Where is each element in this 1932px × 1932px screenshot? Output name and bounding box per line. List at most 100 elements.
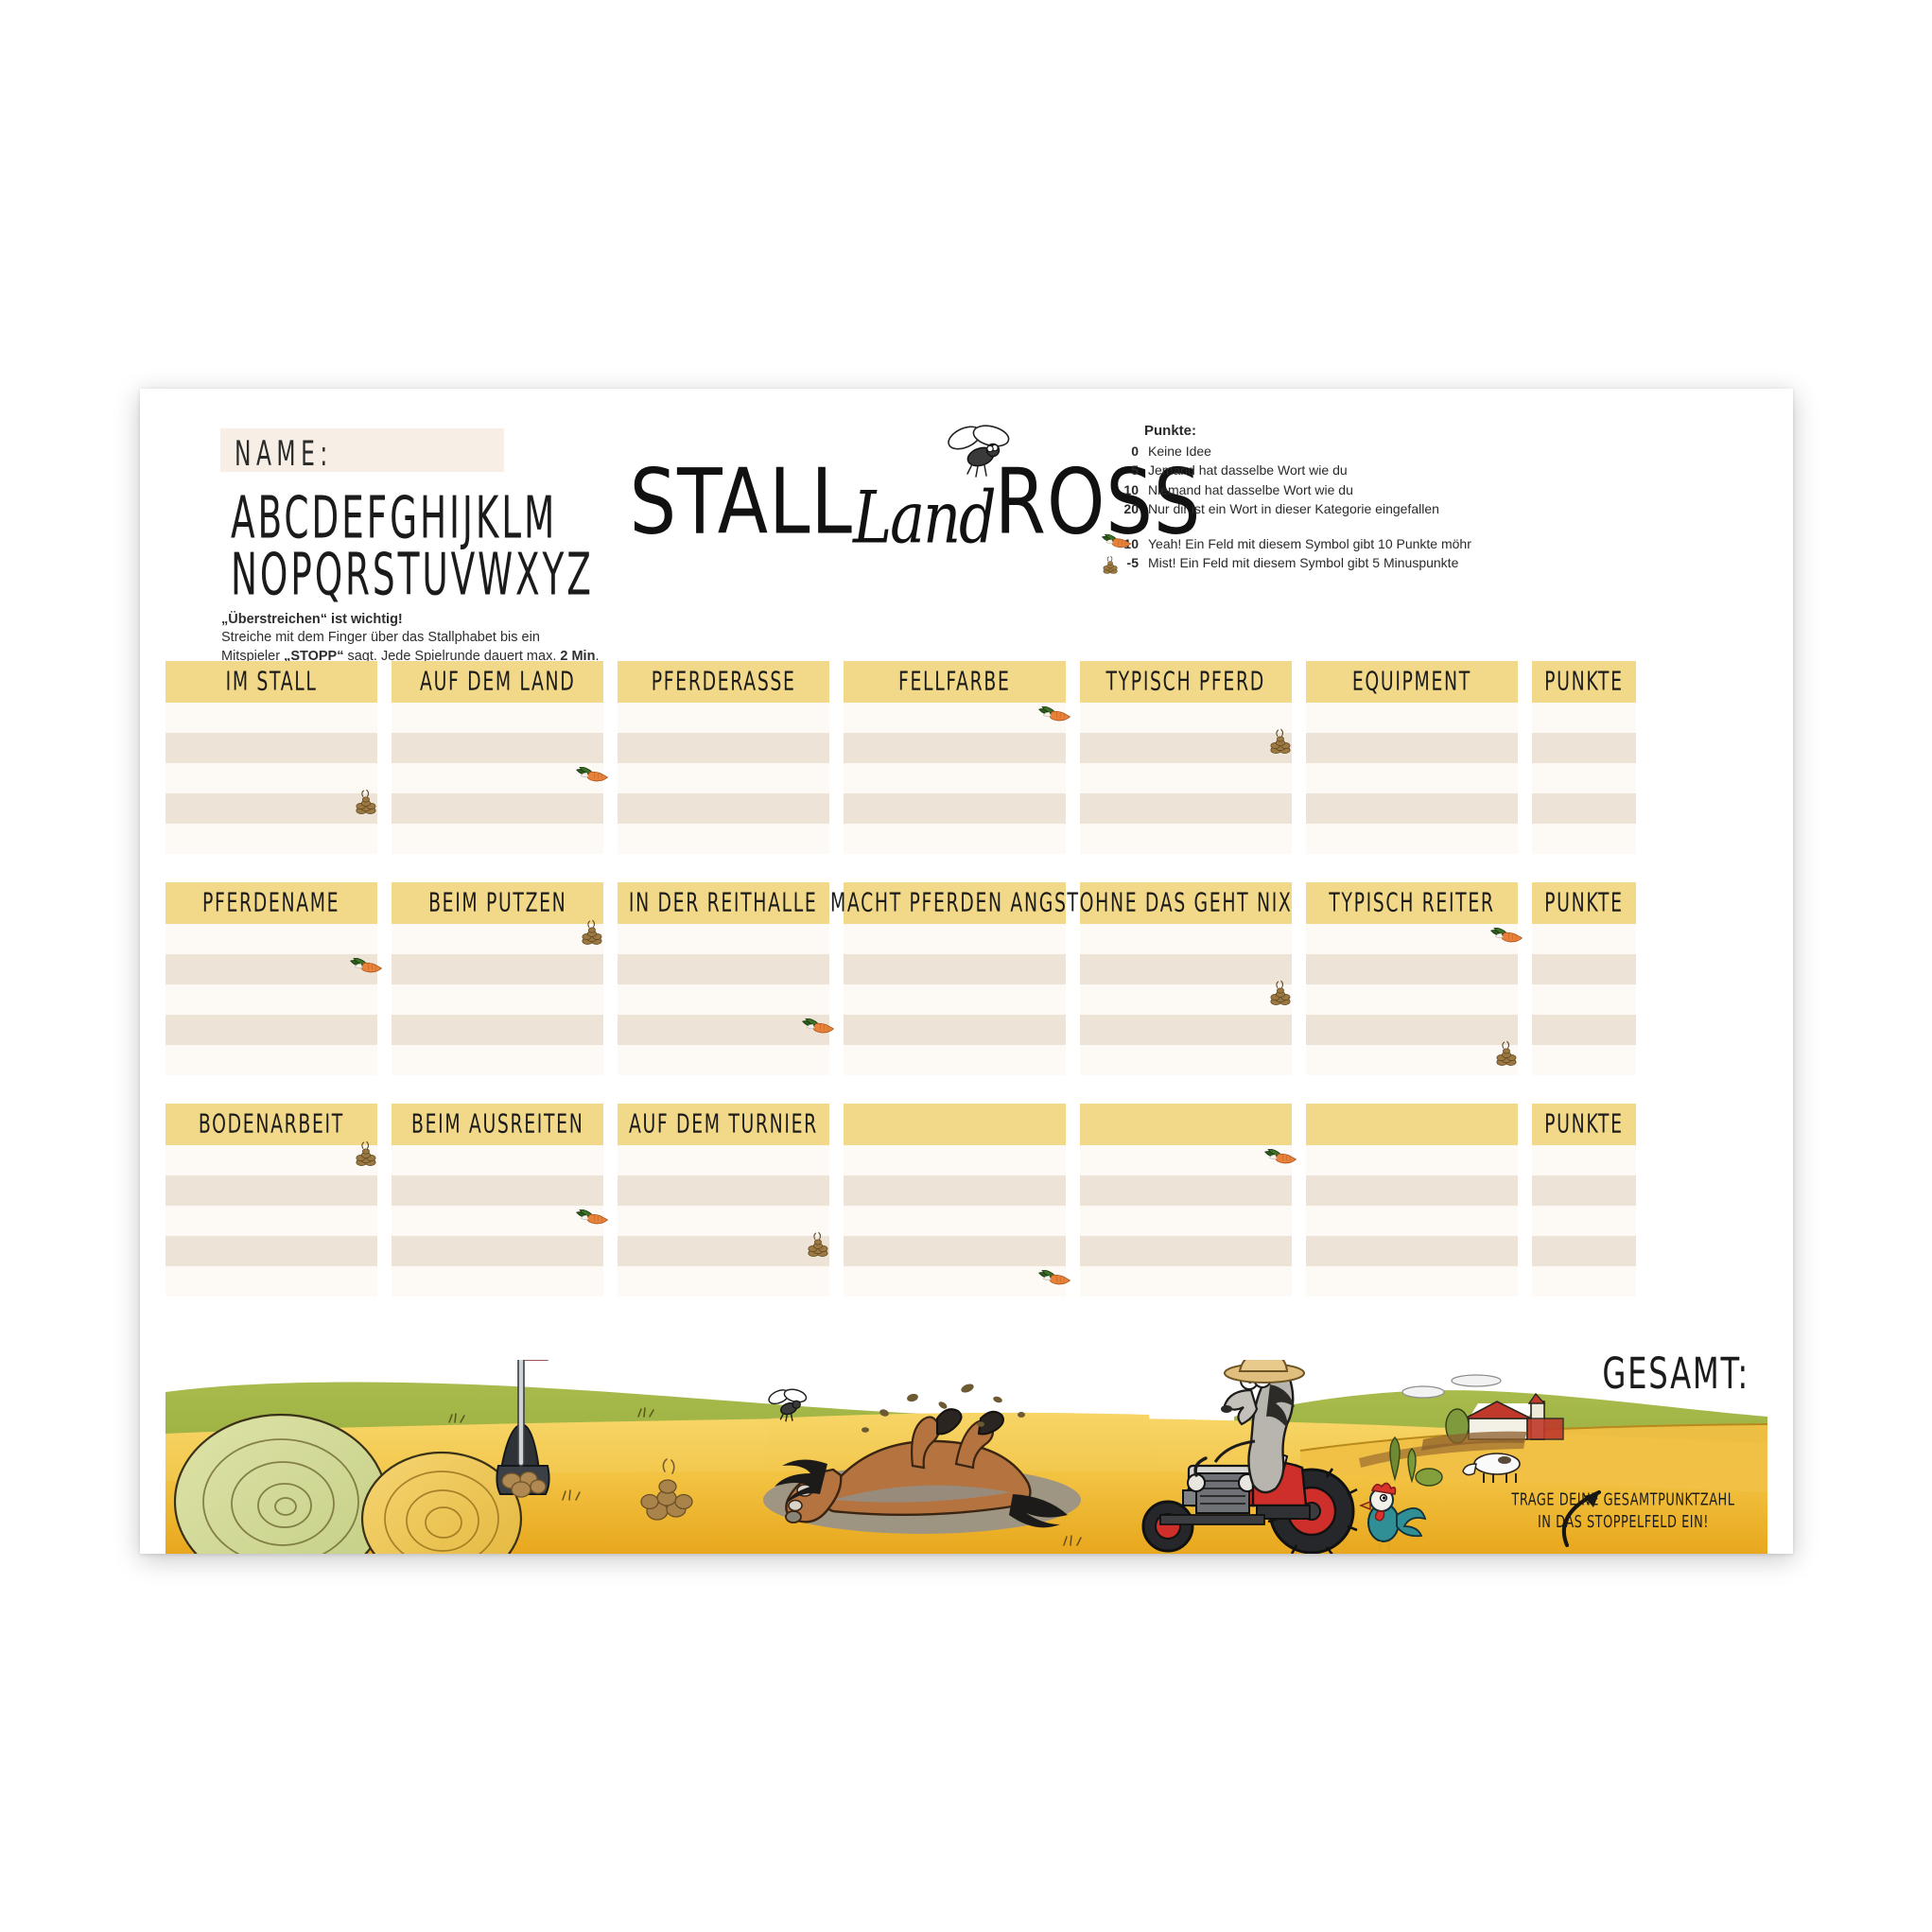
answer-cell[interactable] [1532,824,1636,854]
answer-cell[interactable] [618,1266,829,1297]
name-input-field[interactable] [220,428,504,472]
answer-cell[interactable] [1532,954,1636,984]
answer-cell[interactable] [844,1236,1066,1266]
answer-cell[interactable] [844,703,1071,733]
answer-cell[interactable] [1080,763,1292,793]
answer-cell[interactable] [1532,984,1636,1015]
answer-cell[interactable] [1080,1015,1292,1045]
answer-cell[interactable] [844,924,1066,954]
answer-cell[interactable] [1080,1175,1292,1206]
answer-cell[interactable] [1306,733,1518,763]
answer-cell[interactable] [165,1045,377,1075]
answer-cell[interactable] [165,703,377,733]
answer-cell[interactable] [844,1266,1071,1297]
answer-cell[interactable] [618,924,829,954]
answer-cell[interactable] [165,1206,377,1236]
answer-cell[interactable] [618,763,829,793]
answer-cell[interactable] [618,1015,835,1045]
answer-cell[interactable] [1532,1015,1636,1045]
answer-cell[interactable] [618,1175,829,1206]
answer-cell[interactable] [618,1045,829,1075]
answer-cell[interactable] [392,703,603,733]
answer-cell[interactable] [1080,1045,1292,1075]
answer-cell[interactable] [1080,980,1292,1015]
answer-cell[interactable] [1306,1175,1518,1206]
answer-cell[interactable] [844,1206,1066,1236]
answer-cell[interactable] [618,733,829,763]
answer-cell[interactable] [392,954,603,984]
answer-cell[interactable] [165,1175,377,1206]
answer-cell[interactable] [392,1175,603,1206]
answer-cell[interactable] [392,763,609,793]
answer-cell[interactable] [1080,1145,1297,1175]
answer-cell[interactable] [1080,1236,1292,1266]
answer-cell[interactable] [844,1175,1066,1206]
answer-cell[interactable] [392,1145,603,1175]
answer-cell[interactable] [1306,1236,1518,1266]
answer-cell[interactable] [392,984,603,1015]
answer-cell[interactable] [1306,1015,1518,1045]
answer-cell[interactable] [618,824,829,854]
answer-cell[interactable] [618,1145,829,1175]
answer-cell[interactable] [1532,1145,1636,1175]
answer-cell[interactable] [1306,703,1518,733]
answer-cell[interactable] [844,793,1066,824]
answer-cell[interactable] [1080,728,1292,763]
answer-cell[interactable] [165,733,377,763]
answer-cell[interactable] [1306,824,1518,854]
answer-cell[interactable] [1532,1045,1636,1075]
answer-cell[interactable] [392,1045,603,1075]
answer-cell[interactable] [1080,793,1292,824]
answer-cell[interactable] [618,793,829,824]
stallphabet-row-1[interactable]: ABCDEFGHIJKLM [231,485,558,552]
answer-cell[interactable] [392,793,603,824]
answer-cell[interactable] [1306,1266,1518,1297]
answer-cell[interactable] [392,733,603,763]
answer-cell[interactable] [165,1236,377,1266]
answer-cell[interactable] [618,984,829,1015]
answer-cell[interactable] [618,1206,829,1236]
answer-cell[interactable] [1532,703,1636,733]
answer-cell[interactable] [392,1015,603,1045]
answer-cell[interactable] [1532,924,1636,954]
answer-cell[interactable] [1306,1206,1518,1236]
answer-cell[interactable] [1080,924,1292,954]
answer-cell[interactable] [1306,954,1518,984]
answer-cell[interactable] [844,984,1066,1015]
answer-cell[interactable] [392,1266,603,1297]
answer-cell[interactable] [165,1266,377,1297]
answer-cell[interactable] [1532,1266,1636,1297]
answer-cell[interactable] [618,1231,829,1266]
answer-cell[interactable] [165,824,377,854]
answer-cell[interactable] [1306,924,1523,954]
answer-cell[interactable] [392,1206,609,1236]
answer-cell[interactable] [1532,763,1636,793]
answer-cell[interactable] [165,924,377,954]
answer-cell[interactable] [392,824,603,854]
answer-cell[interactable] [165,984,377,1015]
answer-cell[interactable] [1080,1266,1292,1297]
answer-cell[interactable] [165,763,377,793]
answer-cell[interactable] [618,954,829,984]
answer-cell[interactable] [1532,1236,1636,1266]
answer-cell[interactable] [1080,954,1292,984]
answer-cell[interactable] [618,703,829,733]
answer-cell[interactable] [844,824,1066,854]
answer-cell[interactable] [1080,1206,1292,1236]
answer-cell[interactable] [1306,1040,1518,1075]
answer-cell[interactable] [844,1145,1066,1175]
answer-cell[interactable] [844,733,1066,763]
answer-cell[interactable] [1306,763,1518,793]
answer-cell[interactable] [392,1236,603,1266]
answer-cell[interactable] [1532,793,1636,824]
answer-cell[interactable] [1306,984,1518,1015]
answer-cell[interactable] [1080,824,1292,854]
answer-cell[interactable] [1306,1145,1518,1175]
answer-cell[interactable] [1532,1206,1636,1236]
answer-cell[interactable] [1306,793,1518,824]
answer-cell[interactable] [165,954,383,984]
answer-cell[interactable] [1080,703,1292,733]
answer-cell[interactable] [844,763,1066,793]
stallphabet-row-2[interactable]: NOPQRSTUVWXYZ [231,542,594,609]
answer-cell[interactable] [844,1015,1066,1045]
